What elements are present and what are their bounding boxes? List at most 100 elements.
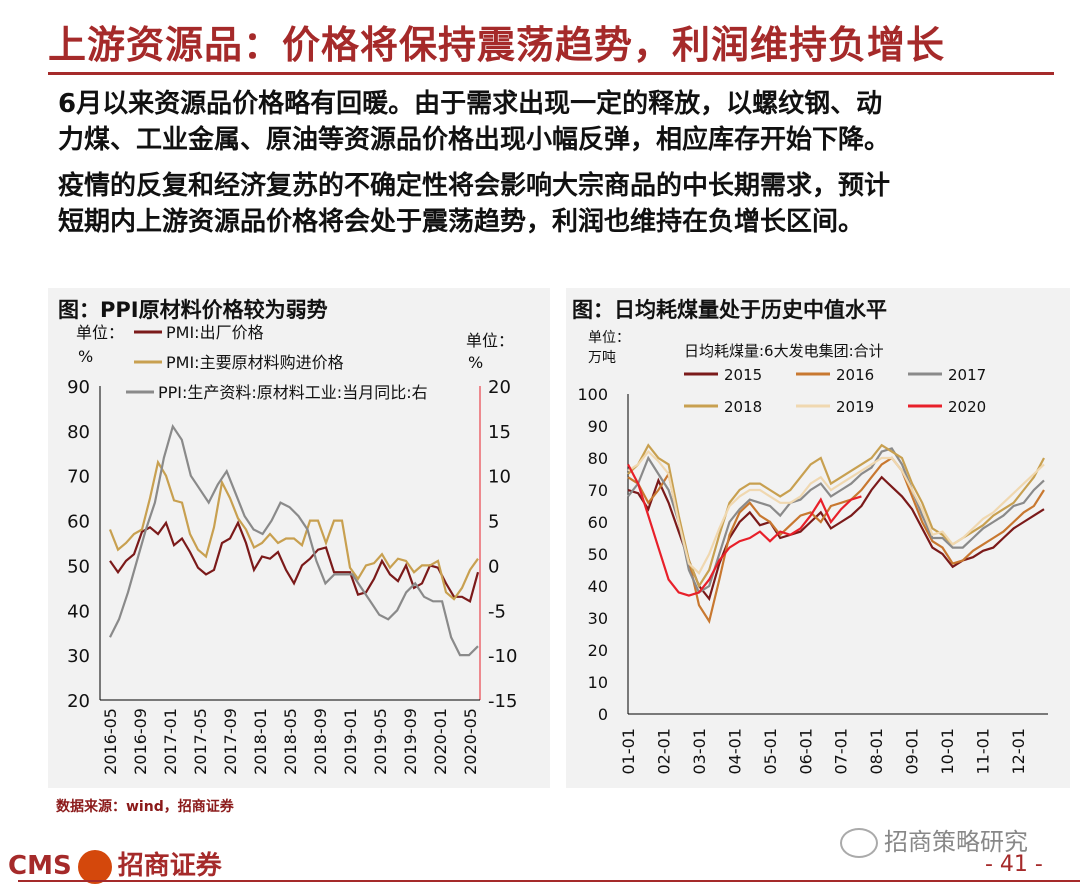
paragraph-1: 6月以来资源品价格略有回暖。由于需求出现一定的释放，以螺纹钢、动 力煤、工业金属… [58,86,1048,158]
series-line [627,475,1045,602]
y-tick-label: 20 [588,641,608,660]
y-tick-label: 100 [577,385,608,404]
legend-label: 2017 [948,366,986,384]
paragraph-1-line-1: 6月以来资源品价格略有回暖。由于需求出现一定的释放，以螺纹钢、动 [58,89,883,119]
x-tick-label: 2020-01 [431,708,450,775]
y-tick-label-left: 90 [67,377,90,398]
y-tick-label-right: 10 [488,467,511,488]
y-tick-label-right: -15 [488,691,517,712]
y-tick-label: 90 [588,417,608,436]
x-tick-label: 2016-09 [131,708,150,775]
y-tick-label: 0 [598,705,608,724]
y-tick-label: 10 [588,673,608,692]
y-tick-label-right: 15 [488,422,511,443]
y-tick-label: 50 [588,545,608,564]
chart-subtitle: 日均耗煤量:6大发电集团:合计 [684,342,884,360]
y-tick-label-right: 0 [488,556,499,577]
x-tick-label: 2019-05 [371,708,390,775]
y-tick-label: 80 [588,449,608,468]
legend-label: PPI:生产资料:原材料工业:当月同比:右 [158,383,428,402]
chart-coal: 0 10 20 30 40 50 60 70 80 90 100 01-01 02-01 03-01 04-… [577,330,1048,775]
x-tick-label: 11-01 [974,728,993,775]
y-tick-label-left: 50 [67,556,90,577]
y-tick-label-left: 20 [67,691,90,712]
brand-name: 招商证券 [117,851,222,881]
brand-logo: CMS 招商证券 [8,845,222,884]
legend-label: 2019 [836,398,874,416]
brand-emblem-icon [77,849,112,884]
footer-divider [18,880,1080,882]
x-tick-label: 08-01 [867,728,886,775]
left-unit-percent: % [78,347,93,366]
x-tick-label: 01-01 [619,728,638,775]
x-tick-label: 2017-09 [221,708,240,775]
x-tick-label: 2018-01 [251,708,270,775]
series-line [109,520,480,603]
y-tick-label-left: 30 [67,646,90,667]
x-tick-label: 07-01 [832,728,851,775]
y-tick-label-left: 70 [67,467,90,488]
x-tick-label: 2019-01 [341,708,360,775]
chart-ppi: 20 30 40 50 60 70 80 90 -15 -10 -5 0 5 10 15 20 2016-05 2… [67,323,517,775]
paragraph-1-line-2: 力煤、工业金属、原油等资源品价格出现小幅反弹，相应库存开始下降。 [58,125,891,155]
data-source: 数据来源：wind，招商证券 [56,799,234,815]
chart-title-ppi: 图：PPI原材料价格较为弱势 [58,298,328,322]
y-tick-label-right: -5 [488,601,506,622]
y-tick-label-right: -10 [488,646,517,667]
wechat-icon [840,828,878,858]
series-line [109,423,479,657]
x-tick-label: 05-01 [761,728,780,775]
page-title: 上游资源品：价格将保持震荡趋势，利润维持负增长 [48,22,946,67]
legend-label: 2020 [948,398,986,416]
unit-value: 万吨 [588,350,616,366]
paragraph-2-line-1: 疫情的反复和经济复苏的不确定性将会影响大宗商品的中长期需求，预计 [58,171,891,201]
legend-label: PMI:出厂价格 [166,323,264,342]
series-line [627,443,1045,589]
x-tick-label: 02-01 [654,728,673,775]
x-tick-label: 12-01 [1009,728,1028,775]
x-tick-label: 2017-01 [161,708,180,775]
x-tick-label: 10-01 [938,728,957,775]
right-unit-percent: % [468,353,483,372]
y-tick-label-left: 60 [67,512,90,533]
brand-cms: CMS [8,851,72,881]
y-tick-label-left: 40 [67,601,90,622]
x-tick-label: 09-01 [903,728,922,775]
series-line [627,456,1045,624]
legend-label: PMI:主要原材料购进价格 [166,353,344,372]
x-tick-label: 06-01 [796,728,815,775]
x-tick-label: 2016-05 [101,708,120,775]
title-divider [48,72,1054,75]
x-tick-label: 04-01 [725,728,744,775]
x-tick-label: 2018-09 [311,708,330,775]
x-tick-label: 2017-05 [191,708,210,775]
y-tick-label: 60 [588,513,608,532]
x-tick-label: 03-01 [690,728,709,775]
right-unit-label: 单位： [466,331,514,350]
series-line [627,463,862,597]
x-tick-label: 2018-05 [281,708,300,775]
unit-label: 单位： [588,330,630,346]
series-line [627,447,1045,595]
legend-label: 2018 [724,398,762,416]
wechat-tag: 招商策略研究 [840,822,1028,858]
left-unit-label: 单位： [76,323,124,342]
y-tick-label-right: 20 [488,377,511,398]
y-tick-label: 30 [588,609,608,628]
y-tick-label: 70 [588,481,608,500]
x-tick-label: 2020-05 [461,708,480,775]
series-line [627,449,1045,575]
y-tick-label-right: 5 [488,512,499,533]
x-tick-label: 2019-09 [401,708,420,775]
page-number: - 41 - [985,852,1043,877]
y-tick-label: 40 [588,577,608,596]
legend-label: 2016 [836,366,874,384]
legend-label: 2015 [724,366,762,384]
wechat-label: 招商策略研究 [884,828,1028,856]
paragraph-2: 疫情的反复和经济复苏的不确定性将会影响大宗商品的中长期需求，预计 短期内上游资源… [58,168,1048,240]
series-line [108,459,479,601]
paragraph-2-line-2: 短期内上游资源品价格将会处于震荡趋势，利润也维持在负增长区间。 [58,207,865,237]
y-tick-label-left: 80 [67,422,90,443]
chart-title-coal: 图：日均耗煤量处于历史中值水平 [572,298,887,322]
chart-panel-coal [566,288,1070,788]
